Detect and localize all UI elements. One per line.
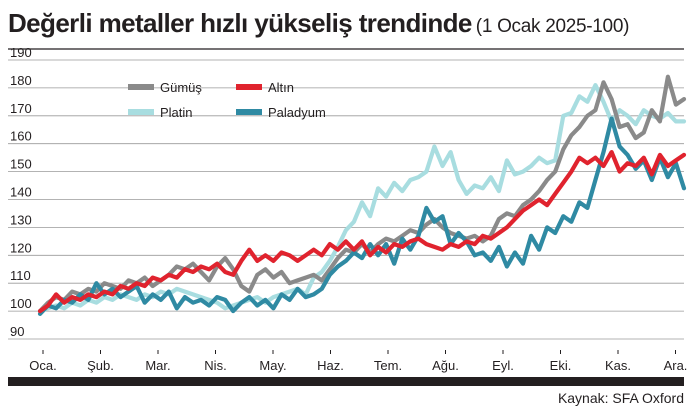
bottom-bar — [8, 377, 684, 386]
series-line-platin — [37, 82, 687, 314]
x-tick-label: Kas. — [605, 358, 631, 373]
series-line-altin — [37, 150, 687, 314]
y-tick-label: 110 — [10, 268, 31, 283]
x-tick-label: Ağu. — [432, 358, 459, 373]
x-tick-label: Tem. — [374, 358, 402, 373]
x-tick-label: Şub. — [87, 358, 114, 373]
legend-label-platin: Platin — [160, 105, 193, 120]
legend-label-altin: Altın — [268, 80, 294, 95]
y-tick-label: 140 — [10, 185, 32, 200]
y-tick-label: 90 — [10, 324, 24, 339]
y-tick-label: 120 — [10, 240, 32, 255]
chart-title: Değerli metaller hızlı yükseliş trendind… — [8, 8, 472, 38]
y-tick-label: 190 — [10, 45, 32, 60]
y-tick-label: 130 — [10, 212, 32, 227]
x-tick-label: Nis. — [204, 358, 226, 373]
x-tick-label: Haz. — [317, 358, 344, 373]
y-tick-label: 180 — [10, 73, 32, 88]
legend-label-gumus: Gümüş — [160, 80, 202, 95]
y-tick-label: 160 — [10, 129, 32, 144]
y-tick-label: 150 — [10, 157, 32, 172]
legend-label-paladyum: Paladyum — [268, 105, 326, 120]
x-tick-label: Ara. — [664, 358, 688, 373]
chart-subtitle: (1 Ocak 2025-100) — [475, 16, 630, 37]
y-tick-label: 170 — [10, 101, 32, 116]
x-tick-label: May. — [259, 358, 286, 373]
x-tick-label: Eyl. — [492, 358, 514, 373]
y-tick-label: 100 — [10, 296, 32, 311]
series-line-paladyum — [37, 116, 687, 316]
x-tick-label: Eki. — [550, 358, 572, 373]
chart-title-block: Değerli metaller hızlı yükseliş trendind… — [8, 8, 629, 39]
x-tick-label: Mar. — [145, 358, 170, 373]
source-note: Kaynak: SFA Oxford — [557, 390, 684, 406]
x-tick-label: Oca. — [29, 358, 56, 373]
